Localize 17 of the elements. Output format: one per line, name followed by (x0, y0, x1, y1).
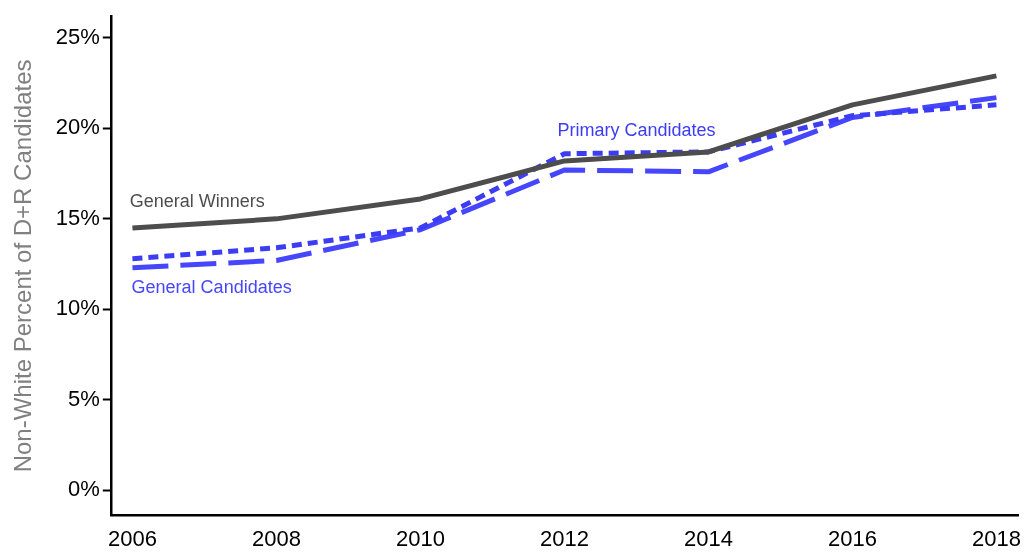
x-tick-label: 2018 (971, 525, 1021, 551)
y-tick-label: 15% (55, 204, 100, 230)
y-tick-label: 25% (55, 23, 100, 49)
series-label: Primary Candidates (557, 119, 716, 140)
series-label: General Candidates (131, 276, 292, 297)
y-tick-label: 0% (68, 476, 100, 502)
x-tick-label: 2006 (107, 525, 157, 551)
y-axis-title: Non-White Percent of D+R Candidates (9, 59, 37, 473)
y-tick-label: 5% (68, 385, 100, 411)
x-tick-label: 2016 (827, 525, 877, 551)
x-tick-label: 2014 (683, 525, 733, 551)
series-label: General Winners (129, 190, 265, 211)
x-tick-label: 2008 (251, 525, 301, 551)
y-tick-label: 10% (55, 295, 100, 321)
x-tick-label: 2012 (539, 525, 589, 551)
y-tick-label: 20% (55, 114, 100, 140)
x-tick-label: 2010 (395, 525, 445, 551)
